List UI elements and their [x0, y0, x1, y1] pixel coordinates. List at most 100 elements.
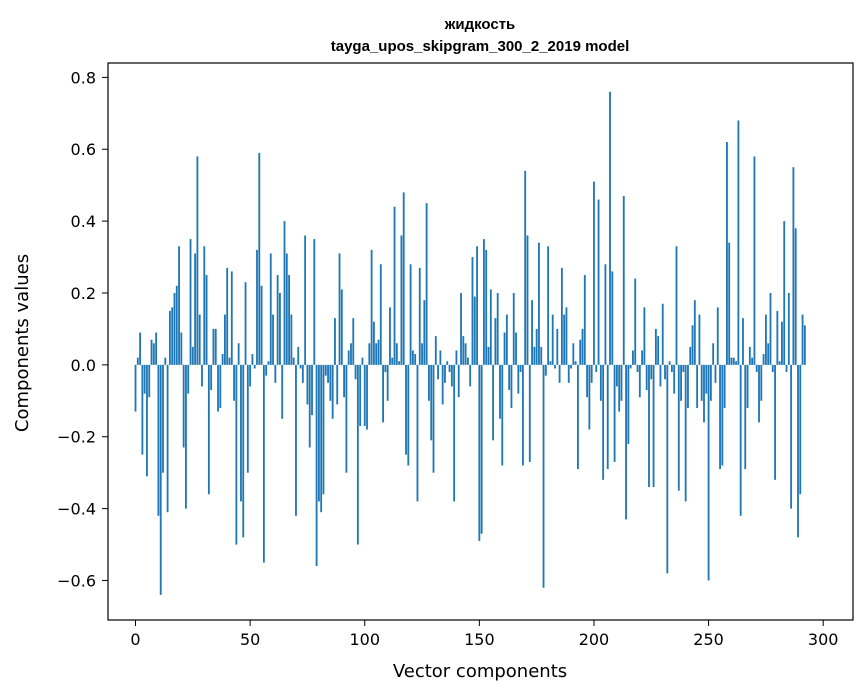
- bar: [677, 364, 680, 491]
- bar: [274, 364, 277, 383]
- bar: [182, 364, 185, 448]
- bar: [389, 307, 391, 365]
- bar: [187, 364, 190, 394]
- x-tick-label: 0: [130, 630, 140, 649]
- bar: [143, 364, 146, 394]
- bar: [148, 364, 151, 398]
- bar: [377, 339, 380, 365]
- bar: [450, 364, 453, 387]
- bar: [210, 364, 213, 391]
- bar: [503, 332, 506, 365]
- bar: [290, 314, 293, 365]
- bar: [356, 364, 359, 545]
- bar: [322, 364, 325, 495]
- bar: [350, 343, 352, 365]
- bar: [428, 364, 430, 401]
- bar: [492, 364, 495, 441]
- bar: [379, 264, 382, 365]
- bar: [230, 271, 233, 365]
- bar: [166, 364, 169, 513]
- bar: [613, 364, 616, 462]
- bar: [372, 321, 375, 365]
- bar: [313, 239, 316, 365]
- bar: [244, 282, 247, 365]
- bar: [416, 364, 419, 502]
- bar: [588, 364, 591, 430]
- bar: [615, 364, 618, 387]
- bar: [538, 242, 540, 365]
- bar: [629, 364, 632, 369]
- bar: [366, 364, 368, 430]
- bar: [698, 314, 701, 365]
- bar: [267, 361, 270, 365]
- bar: [604, 264, 607, 365]
- x-axis-label: Vector components: [393, 661, 567, 682]
- bar: [173, 292, 176, 365]
- bar: [494, 318, 497, 365]
- bar: [735, 361, 738, 365]
- bar: [311, 364, 313, 416]
- bar: [638, 364, 641, 398]
- bar: [687, 364, 689, 408]
- bar: [560, 267, 563, 365]
- bar: [501, 364, 504, 466]
- bar: [666, 364, 669, 574]
- bar: [185, 364, 187, 509]
- bar: [657, 336, 660, 365]
- bar: [739, 364, 742, 516]
- bar: [489, 289, 492, 365]
- bar: [180, 332, 183, 365]
- bar: [593, 181, 595, 365]
- bar: [308, 364, 311, 448]
- bar: [441, 364, 444, 405]
- bar: [338, 253, 341, 365]
- bar: [728, 242, 731, 365]
- bar: [700, 364, 703, 401]
- y-tick-label: 0.2: [71, 284, 96, 303]
- y-axis-ticks: −0.6 −0.4 −0.2 0.0 0.2 0.4 0.6 0.8: [57, 68, 108, 590]
- bar: [457, 364, 460, 398]
- bar: [471, 257, 474, 365]
- bar: [269, 253, 272, 365]
- bar: [670, 364, 673, 373]
- bar: [563, 314, 566, 365]
- bar: [473, 296, 476, 365]
- bar: [499, 364, 501, 419]
- bar: [370, 249, 373, 365]
- bar: [595, 364, 598, 373]
- bar: [439, 350, 442, 365]
- x-tick-label: 150: [464, 630, 495, 649]
- bar: [577, 364, 579, 470]
- bar: [703, 364, 705, 423]
- bar: [521, 364, 524, 466]
- bar: [155, 332, 158, 365]
- bar: [625, 364, 627, 520]
- bar: [219, 364, 222, 408]
- bar: [547, 246, 550, 365]
- bar: [565, 307, 568, 365]
- bar: [586, 364, 589, 398]
- bar: [476, 246, 478, 365]
- bar: [570, 364, 572, 369]
- bar: [661, 303, 664, 365]
- bar: [742, 318, 744, 365]
- bar: [382, 364, 384, 423]
- bar: [512, 292, 515, 365]
- bar: [709, 364, 712, 401]
- bar: [790, 364, 793, 509]
- bar: [329, 364, 332, 401]
- bar: [801, 314, 804, 365]
- bar: [315, 364, 318, 567]
- bar: [283, 221, 286, 365]
- bar: [363, 364, 366, 426]
- bar: [466, 357, 469, 365]
- y-tick-label: −0.2: [57, 428, 96, 447]
- bar: [272, 314, 274, 365]
- bar: [162, 364, 164, 473]
- bar: [320, 364, 323, 513]
- bar: [189, 239, 192, 365]
- bar: [636, 364, 639, 373]
- bar: [251, 354, 254, 365]
- bar: [696, 364, 699, 408]
- bar: [776, 310, 779, 365]
